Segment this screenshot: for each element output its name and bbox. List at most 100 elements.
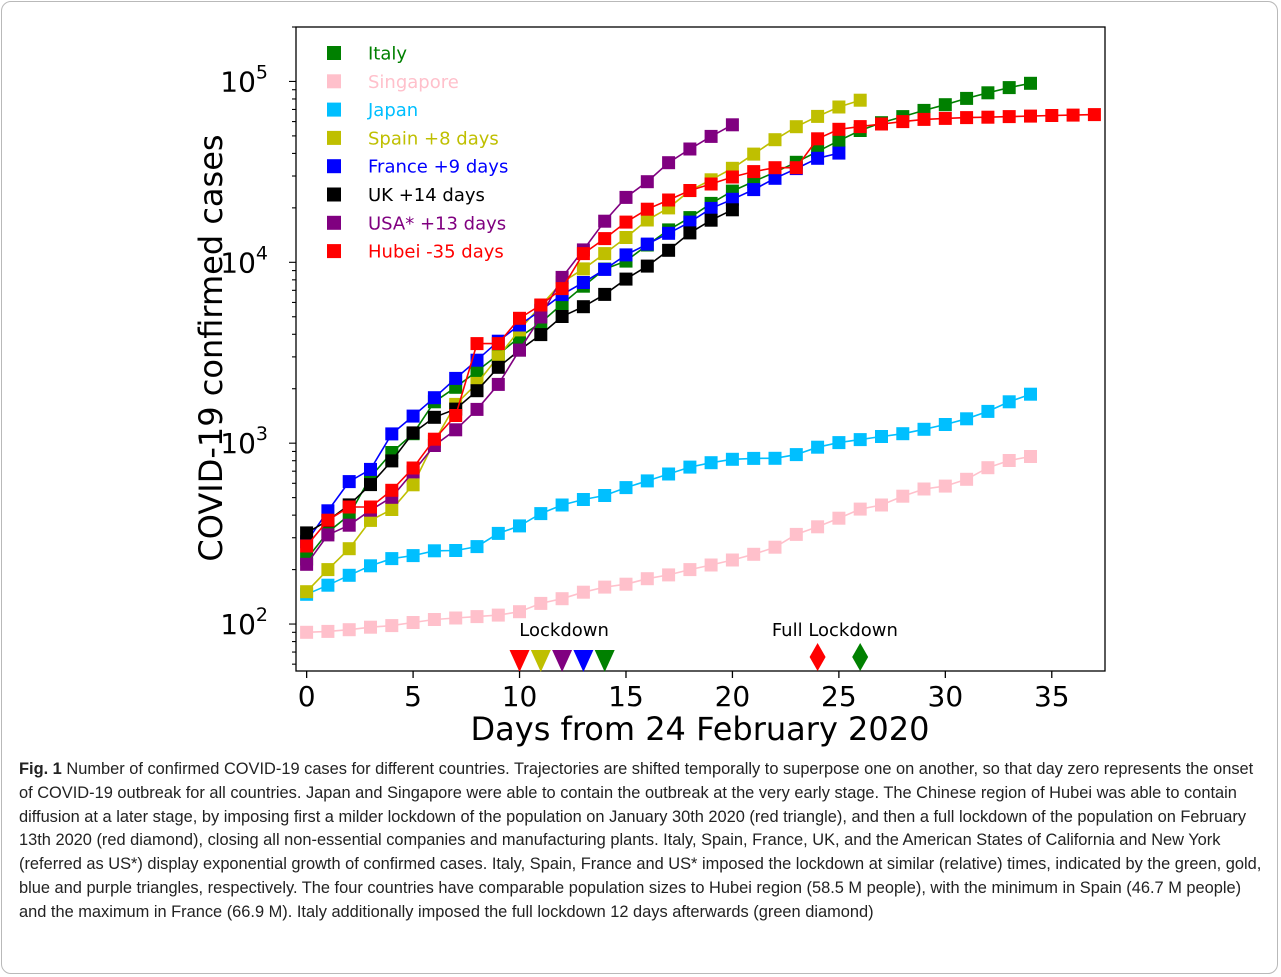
data-point [832,436,846,450]
data-point [598,580,612,594]
caption-label: Fig. 1 [19,760,62,778]
data-point [321,578,335,592]
data-point [364,513,377,527]
data-point [981,86,995,100]
data-point [789,120,803,134]
legend-label: Japan [367,100,418,121]
data-point [725,203,739,217]
data-point [513,605,526,619]
data-point [683,563,697,577]
data-point [385,454,399,468]
data-point [917,482,931,496]
data-point [853,502,867,516]
data-point [534,328,548,342]
data-point [598,247,612,261]
x-tick-label: 35 [1034,680,1070,713]
x-tick-label: 10 [502,680,538,713]
data-point [576,276,590,289]
data-point [491,377,505,391]
legend-label: Spain +8 days [368,128,499,149]
data-point [640,175,654,189]
data-point [300,526,314,540]
data-point [1045,109,1059,122]
data-point [342,623,356,637]
data-point [427,432,441,446]
data-point [406,409,420,423]
data-point [853,120,867,134]
data-point [768,451,782,465]
data-point [640,474,654,488]
lockdown-triangle-marker [594,650,615,672]
data-point [449,371,463,385]
data-point [683,226,697,240]
series-japan [300,387,1037,601]
data-point [725,192,739,206]
series-singapore [300,450,1037,639]
data-point [534,596,548,610]
data-point [1002,110,1016,124]
x-tick-label: 5 [404,680,422,713]
y-tick-label: 102 [220,604,268,641]
data-point [470,364,484,378]
data-point [364,500,377,514]
data-point [406,478,420,492]
full-lockdown-diamond-marker [852,643,869,671]
data-point [704,558,718,572]
data-point [768,133,782,147]
data-point [555,592,569,606]
data-point [619,481,633,495]
lockdown-triangle-marker [573,650,594,672]
legend-item-italy: Italy [327,44,407,65]
data-point [513,519,526,533]
data-point [960,91,974,105]
data-point [555,270,569,284]
data-point [491,608,505,622]
data-point [704,201,718,215]
data-point [832,511,846,525]
data-point [406,426,420,440]
data-point [640,202,654,216]
data-point [662,568,676,582]
data-point [832,146,846,160]
data-point [321,528,335,542]
legend-label: USA* +13 days [368,213,506,234]
data-point [640,213,654,227]
legend-item-japan: Japan [327,100,418,121]
data-point [704,177,718,191]
data-point [406,616,420,629]
data-point [385,619,399,633]
lockdown-triangle-marker [530,650,551,672]
data-point [619,231,633,244]
data-point [364,462,377,476]
data-point [832,122,846,136]
data-point [1066,108,1080,122]
data-point [725,553,739,567]
data-point [747,183,761,197]
legend-swatch [327,215,341,230]
data-point [321,624,335,638]
lockdown-triangle-marker [552,650,573,672]
data-point [576,585,590,599]
data-point [576,262,590,276]
data-point [598,232,612,246]
legend-item-france-9-days: France +9 days [327,157,508,178]
data-point [427,391,441,405]
data-point [981,404,995,418]
data-point [704,129,718,143]
data-point [683,215,697,229]
data-point [896,489,910,503]
data-point [364,478,377,492]
data-point [811,132,825,146]
data-point [427,544,441,558]
data-point [470,402,484,416]
legend-swatch [327,102,341,117]
data-point [960,111,974,125]
data-point [513,343,526,357]
data-point [1002,395,1016,409]
data-point [725,170,739,184]
data-point [555,310,569,323]
data-point [768,171,782,185]
data-point [342,518,356,532]
x-tick-label: 30 [928,680,964,713]
data-point [747,451,761,465]
